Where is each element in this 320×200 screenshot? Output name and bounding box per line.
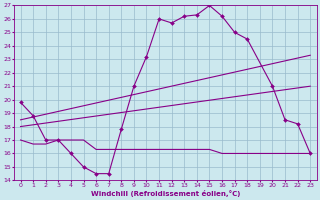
X-axis label: Windchill (Refroidissement éolien,°C): Windchill (Refroidissement éolien,°C): [91, 190, 240, 197]
